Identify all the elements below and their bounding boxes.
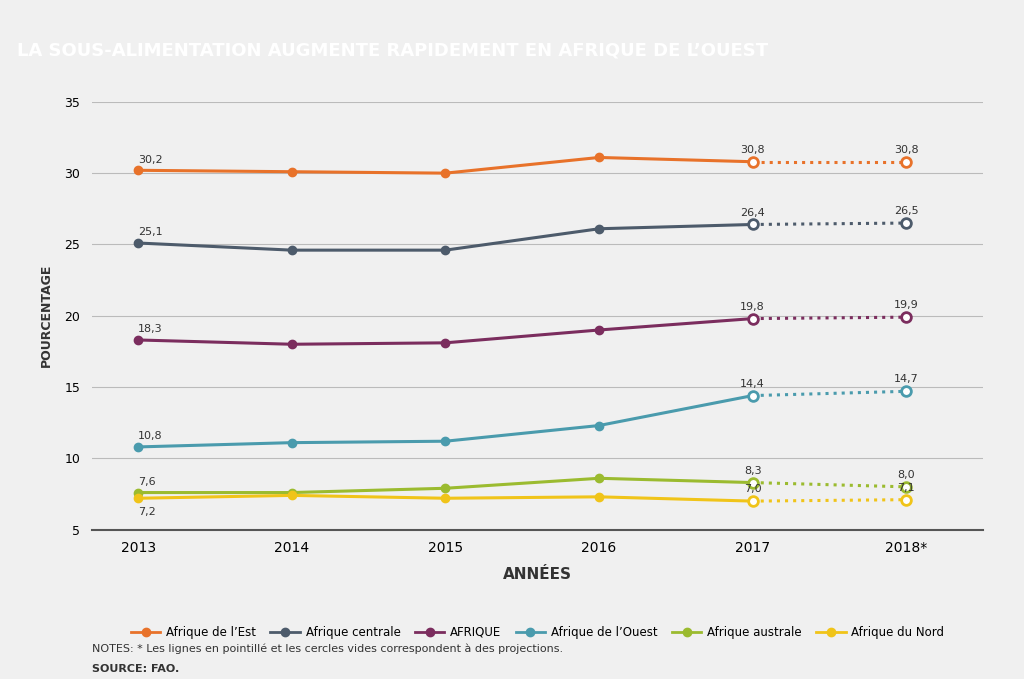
Text: 19,9: 19,9 xyxy=(894,300,919,310)
Text: 8,0: 8,0 xyxy=(897,470,915,480)
Text: 8,3: 8,3 xyxy=(743,466,762,475)
Y-axis label: POURCENTAGE: POURCENTAGE xyxy=(40,264,53,367)
Text: 14,7: 14,7 xyxy=(894,374,919,384)
Text: 30,8: 30,8 xyxy=(894,145,919,155)
Text: 10,8: 10,8 xyxy=(138,431,163,441)
Text: 30,2: 30,2 xyxy=(138,155,163,165)
Text: 7,6: 7,6 xyxy=(138,477,156,487)
X-axis label: ANNÉES: ANNÉES xyxy=(503,566,572,581)
Text: SOURCE: FAO.: SOURCE: FAO. xyxy=(92,664,179,674)
Text: 30,8: 30,8 xyxy=(740,145,765,155)
Text: NOTES: * Les lignes en pointillé et les cercles vides correspondent à des projec: NOTES: * Les lignes en pointillé et les … xyxy=(92,643,563,654)
Text: 26,5: 26,5 xyxy=(894,206,919,216)
Text: 7,2: 7,2 xyxy=(138,507,156,517)
Text: 19,8: 19,8 xyxy=(740,301,765,312)
Text: 7,0: 7,0 xyxy=(743,484,762,494)
Text: 25,1: 25,1 xyxy=(138,227,163,238)
Text: 7,1: 7,1 xyxy=(897,483,915,493)
Legend: Afrique de l’Est, Afrique centrale, AFRIQUE, Afrique de l’Ouest, Afrique austral: Afrique de l’Est, Afrique centrale, AFRI… xyxy=(126,621,949,644)
Text: LA SOUS-ALIMENTATION AUGMENTE RAPIDEMENT EN AFRIQUE DE L’OUEST: LA SOUS-ALIMENTATION AUGMENTE RAPIDEMENT… xyxy=(17,42,768,60)
Text: 18,3: 18,3 xyxy=(138,325,163,335)
Text: 26,4: 26,4 xyxy=(740,208,765,217)
Text: 14,4: 14,4 xyxy=(740,379,765,388)
